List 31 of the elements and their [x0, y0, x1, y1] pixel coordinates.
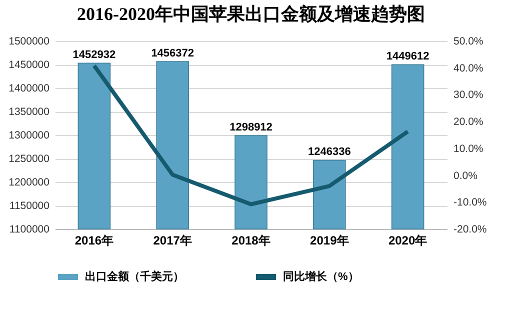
y-tick-label: 1350000 — [8, 106, 50, 118]
y-tick-label: 1150000 — [9, 200, 50, 212]
x-tick-label: 2018年 — [232, 234, 270, 248]
x-tick-label: 2020年 — [388, 234, 428, 248]
line-series — [92, 64, 410, 206]
y-tick-label: 1450000 — [8, 59, 50, 71]
legend-label: 出口金额（千美元） — [85, 270, 184, 283]
y2-tick-label: 20.0% — [454, 116, 484, 128]
y-tick-label: 1200000 — [8, 176, 50, 188]
y2-tick-label: 40.0% — [454, 62, 484, 74]
y2-tick-label: 10.0% — [454, 142, 484, 155]
y-tick-label: 1100000 — [9, 224, 50, 236]
y2-tick-label: -10.0% — [454, 196, 487, 209]
x-tick-label: 2019年 — [310, 234, 349, 248]
x-tick-label: 2017年 — [153, 234, 192, 248]
legend-label: 同比增长（%） — [283, 270, 359, 283]
y-tick-label: 1500000 — [8, 36, 50, 48]
y-tick-label: 1250000 — [8, 153, 50, 165]
y2-tick-label: 30.0% — [454, 89, 484, 102]
y2-tick-label: 0.0% — [454, 170, 478, 182]
y-tick-label: 1400000 — [8, 82, 50, 94]
y2-tick-label: 50.0% — [454, 36, 484, 48]
data-label: 1246336 — [308, 146, 351, 158]
y-tick-label: 1300000 — [8, 130, 50, 142]
x-tick-label: 2016年 — [74, 234, 114, 248]
data-label: 1449612 — [386, 50, 430, 63]
data-label: 1452932 — [72, 49, 116, 62]
y2-tick-label: -20.0% — [454, 224, 487, 236]
chart-title: 2016-2020年中国苹果出口金额及增速趋势图 — [77, 4, 425, 24]
data-label: 1456372 — [151, 48, 194, 60]
data-label: 1298912 — [230, 122, 272, 134]
